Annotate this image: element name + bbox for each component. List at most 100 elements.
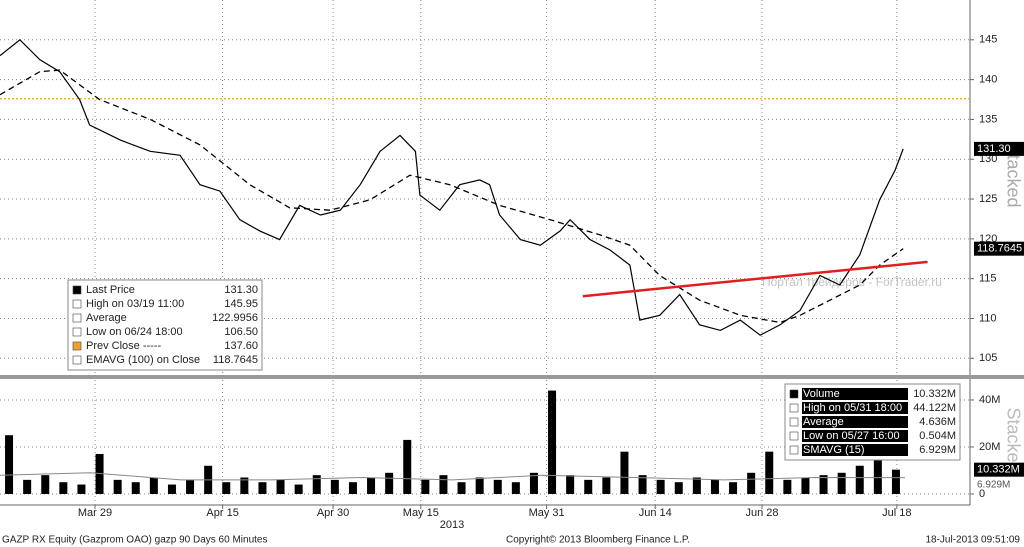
y-tick-label: 125 (979, 193, 997, 205)
x-tick-label: Apr 15 (206, 507, 238, 519)
volume-bar (113, 479, 122, 494)
y-tick-label: 130 (979, 153, 997, 165)
legend-label: SMAVG (15) (803, 444, 865, 456)
volume-bar (692, 477, 701, 494)
legend-value: 44.122M (913, 402, 956, 414)
volume-bar (529, 472, 538, 494)
volume-bar (765, 451, 774, 494)
y-tick-label: 105 (979, 352, 997, 364)
volume-bar (457, 482, 466, 494)
legend-value: 131.30 (224, 284, 258, 296)
volume-bar (511, 482, 520, 494)
legend-icon (789, 403, 799, 413)
legend-icon (789, 431, 799, 441)
volume-bar (77, 484, 86, 494)
volume-bar (602, 477, 611, 494)
volume-bar (186, 479, 195, 494)
legend-icon (789, 417, 799, 427)
legend-label: Average (803, 416, 844, 428)
y-tick-label: 0 (979, 488, 985, 500)
volume-bar (330, 479, 339, 494)
volume-bar (855, 465, 864, 494)
legend-highlight (802, 416, 908, 428)
volume-bar (729, 482, 738, 494)
volume-bar (131, 482, 140, 494)
volume-bar (348, 482, 357, 494)
stacked-label: Stacked (1003, 407, 1023, 472)
footer-right: 18-Jul-2013 09:51:09 (925, 535, 1020, 546)
volume-bar (801, 477, 810, 494)
volume-bar (656, 479, 665, 494)
volume-bar (59, 482, 68, 494)
volume-bar (710, 479, 719, 494)
watermark: Портал трейдеров - ForTrader.ru (762, 275, 942, 289)
legend-icon (72, 313, 82, 323)
volume-bar (385, 472, 394, 494)
legend-icon (72, 285, 82, 295)
ema-value-label: 118.7645 (977, 243, 1022, 255)
x-tick-label: Jun 28 (745, 507, 778, 519)
last-price-label-box (974, 141, 1024, 156)
volume-last-label-box (974, 462, 1024, 477)
volume-bar (403, 439, 412, 494)
legend-value: 106.50 (224, 326, 258, 338)
volume-bar (783, 479, 792, 494)
stacked-label: Stacked (1003, 142, 1023, 207)
volume-bar (475, 477, 484, 494)
legend-label: Average (86, 312, 127, 324)
last-price-label: 131.30 (977, 143, 1011, 155)
volume-bar (873, 458, 882, 494)
legend-value: 10.332M (913, 388, 956, 400)
legend-icon (789, 389, 799, 399)
legend-value: 122.9956 (212, 312, 258, 324)
legend-value: 145.95 (224, 298, 258, 310)
x-tick-label: Apr 30 (317, 507, 349, 519)
volume-bar (294, 484, 303, 494)
volume-bar (891, 469, 900, 494)
legend-highlight (802, 402, 908, 414)
volume-bar (312, 475, 321, 494)
volume-bar (747, 472, 756, 494)
smavg-value-label: 6.929M (977, 479, 1010, 490)
volume-bar (276, 479, 285, 494)
legend-value: 137.60 (224, 340, 258, 352)
legend-label: High on 05/31 18:00 (803, 402, 902, 414)
volume-bar (819, 475, 828, 494)
legend-value: 118.7645 (213, 354, 258, 366)
volume-bar (167, 484, 176, 494)
ema-value-label-box (974, 241, 1024, 256)
legend-label: High on 03/19 11:00 (86, 298, 184, 310)
volume-bar (149, 477, 158, 494)
volume-bar (23, 479, 32, 494)
volume-bar (548, 390, 557, 494)
panel-separator (0, 375, 1024, 379)
y-tick-label: 115 (979, 273, 997, 285)
volume-bar (638, 475, 647, 494)
volume-bar (493, 479, 502, 494)
legend-label: Low on 05/27 16:00 (803, 430, 900, 442)
volume-bar (41, 475, 50, 494)
legend-icon (72, 355, 82, 365)
y-tick-label: 140 (979, 74, 997, 86)
x-tick-label: May 31 (529, 507, 565, 519)
legend-icon (72, 341, 82, 351)
legend-label: Volume (803, 388, 840, 400)
y-tick-label: 110 (979, 312, 997, 324)
legend-box (67, 279, 263, 371)
legend-label: Last Price (86, 284, 135, 296)
x-tick-label: Jul 18 (882, 507, 911, 519)
volume-bar (421, 479, 430, 494)
price-line (0, 38, 904, 336)
legend-highlight (802, 444, 908, 456)
volume-bar (258, 482, 267, 494)
footer-center: Copyright© 2013 Bloomberg Finance L.P. (506, 535, 690, 546)
legend-icon (72, 299, 82, 309)
volume-bar (620, 451, 629, 494)
x-tick-label: Mar 29 (78, 507, 112, 519)
y-tick-label: 145 (979, 34, 997, 46)
trend-line (582, 260, 928, 298)
legend-label: EMAVG (100) on Close (86, 354, 200, 366)
x-tick-label: Jun 14 (639, 507, 672, 519)
y-tick-label: 135 (979, 113, 997, 125)
